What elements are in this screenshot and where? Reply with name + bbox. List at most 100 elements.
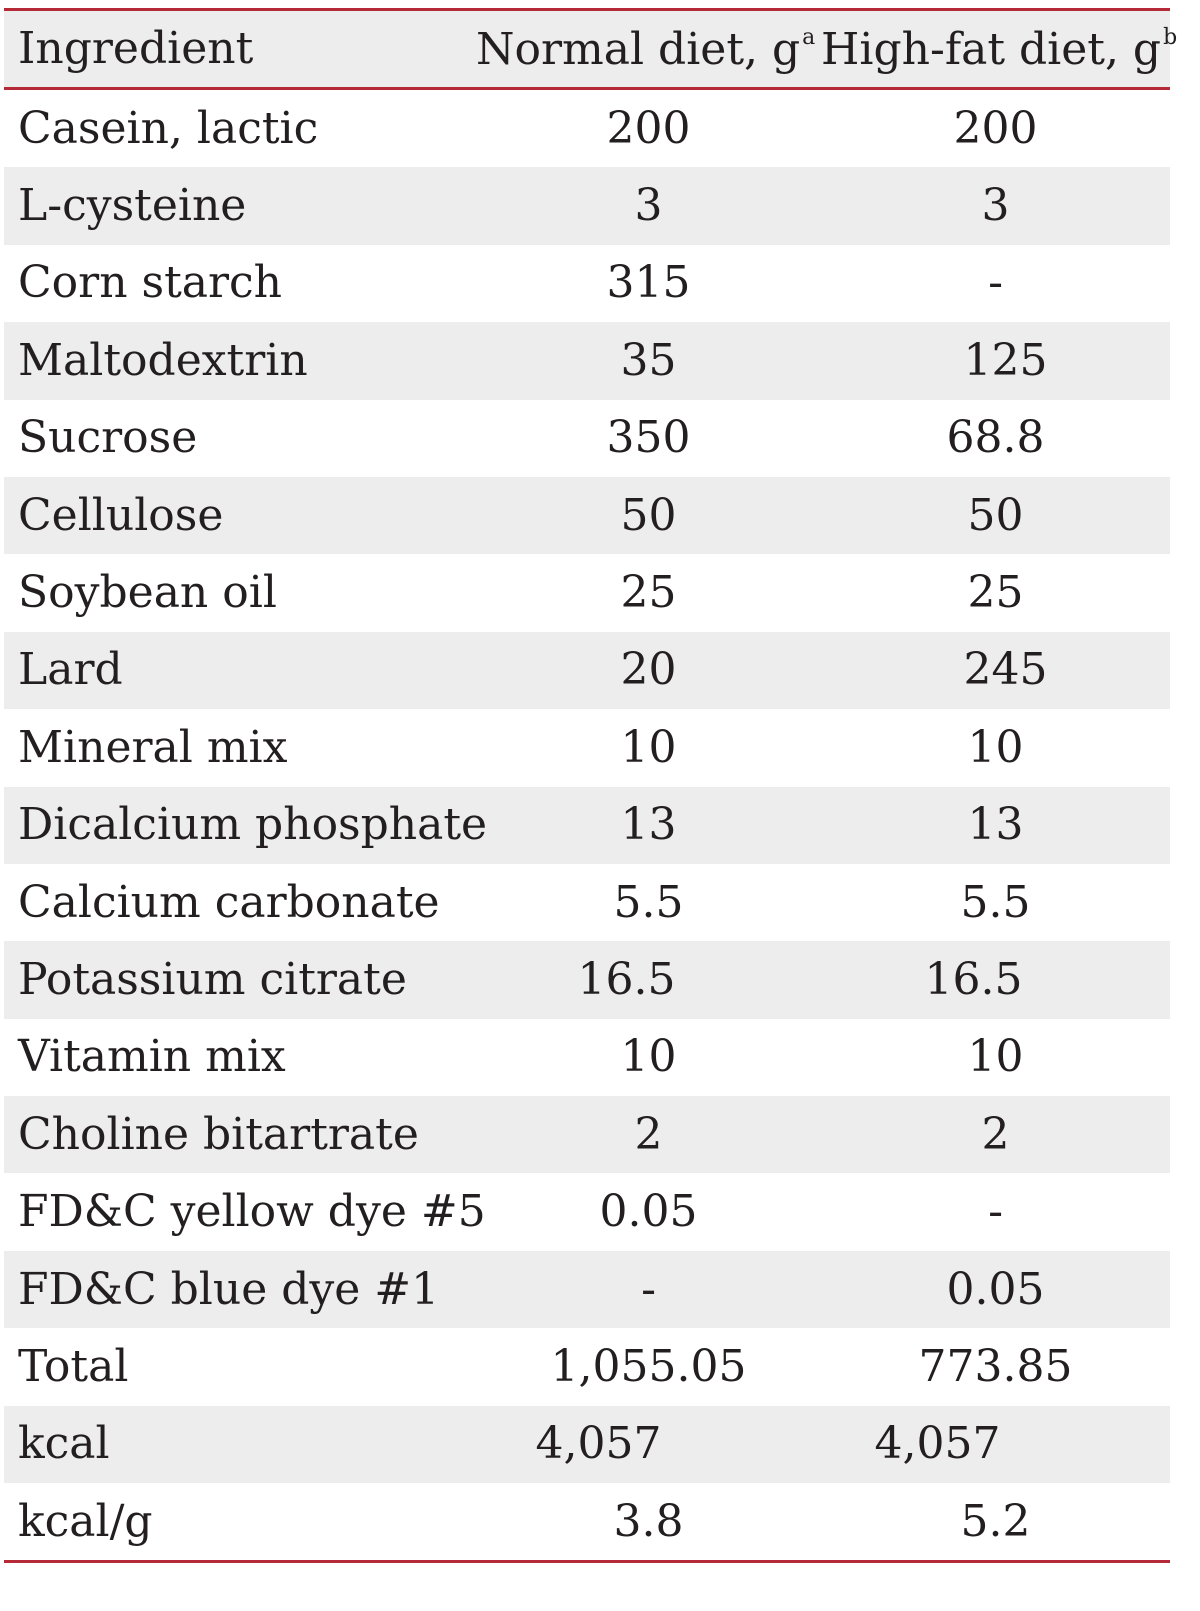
highfat-value-cell: - (821, 245, 1170, 322)
normal-value-cell: 16.5 (476, 941, 821, 1019)
ingredient-cell: Sucrose (18, 412, 198, 464)
highfat-value-cell: - (821, 1173, 1170, 1250)
ingredient-cell: FD&C blue dye #1 (4, 1250, 476, 1329)
header-highfat-label: High-fat diet, g (821, 23, 1162, 75)
normal-value-cell: 2 (476, 1096, 821, 1174)
ingredient-cell: Lard (4, 631, 476, 710)
ingredient-cell: Potassium citrate (4, 941, 476, 1019)
normal-value-cell: 350 (476, 400, 821, 477)
ingredient-cell: FD&C yellow dye #5 (18, 1186, 486, 1238)
highfat-value-cell: 68.8 (821, 400, 1170, 477)
highfat-value: - (988, 1186, 1003, 1238)
normal-value: 35 (620, 334, 677, 386)
table-row: FD&C blue dye #1 - 0.05 (4, 1250, 1170, 1329)
ingredient-cell: Dicalcium phosphate (4, 786, 487, 864)
table-row: L-cysteine 3 3 (4, 167, 1170, 245)
ingredient-cell: L-cysteine (4, 167, 476, 245)
ingredient-cell: Total (18, 1340, 129, 1392)
table-row: Total 1,055.05 773.85 (4, 1328, 1170, 1405)
diet-table: Ingredient Normal diet, ga High-fat diet… (4, 11, 1177, 87)
normal-value: 1,055.05 (550, 1340, 747, 1392)
highfat-value-cell: 5.5 (821, 864, 1170, 941)
table-row: Dicalcium phosphate 13 13 (4, 786, 1170, 864)
table-row: Vitamin mix 10 10 (4, 1019, 1170, 1096)
ingredient-cell: Corn starch (18, 257, 283, 309)
table-row: kcal/g 3.8 5.2 (4, 1483, 1170, 1560)
normal-value-cell: 5.5 (476, 864, 821, 941)
table-row: Maltodextrin 35 125 (4, 322, 1170, 400)
normal-value: 50 (620, 489, 677, 541)
table-body: Casein, lactic 200 200 L-cysteine 3 3 Co… (4, 90, 1170, 1560)
table-header: Ingredient Normal diet, ga High-fat diet… (4, 11, 1177, 87)
ingredient-cell: Casein, lactic (18, 102, 319, 154)
normal-value: 20 (620, 644, 677, 696)
highfat-value-cell: 50 (821, 476, 1170, 555)
table-row: Cellulose 50 50 (4, 476, 1170, 555)
table-top-rule (4, 8, 1170, 11)
highfat-value: - (988, 257, 1003, 309)
normal-value-cell: 3 (476, 167, 821, 245)
highfat-value: 0.05 (946, 1263, 1045, 1315)
highfat-value-cell: 0.05 (821, 1250, 1170, 1329)
normal-value-cell: 35 (476, 322, 821, 400)
header-row: Ingredient Normal diet, ga High-fat diet… (4, 11, 1177, 87)
normal-value-cell: 4,057 (476, 1405, 821, 1484)
diet-table-body: Casein, lactic 200 200 L-cysteine 3 3 Co… (4, 90, 1170, 1560)
table-row: Casein, lactic 200 200 (4, 90, 1170, 167)
highfat-value: 13 (967, 799, 1024, 851)
normal-value-cell: 200 (476, 90, 821, 167)
table-row: Corn starch 315 - (4, 245, 1170, 322)
highfat-value: 10 (967, 721, 1024, 773)
normal-value-cell: - (476, 1250, 821, 1329)
table-row: Potassium citrate 16.5 16.5 (4, 941, 1170, 1019)
highfat-value: 10 (967, 1031, 1024, 1083)
header-ingredient: Ingredient (4, 11, 476, 87)
normal-value: 3 (634, 180, 663, 232)
header-normal-diet: Normal diet, ga (476, 11, 821, 87)
highfat-value: 245 (963, 644, 1048, 696)
ingredient-cell: Mineral mix (18, 721, 288, 773)
highfat-value-cell: 2 (821, 1096, 1170, 1174)
ingredient-cell: Maltodextrin (4, 322, 476, 400)
normal-value: - (641, 1263, 656, 1315)
table-row: Soybean oil 25 25 (4, 554, 1170, 631)
highfat-value: 125 (963, 334, 1048, 386)
normal-value-cell: 10 (476, 709, 821, 786)
normal-value: 3.8 (613, 1495, 684, 1547)
normal-value: 2 (634, 1108, 663, 1160)
ingredient-cell: Cellulose (4, 476, 476, 555)
ingredient-cell: Calcium carbonate (18, 876, 440, 928)
table-row: Sucrose 350 68.8 (4, 400, 1170, 477)
normal-value-cell: 25 (476, 554, 821, 631)
highfat-value-cell: 13 (821, 786, 1170, 864)
ingredient-cell: Vitamin mix (18, 1031, 286, 1083)
normal-value: 315 (606, 257, 691, 309)
highfat-value-cell: 3 (821, 167, 1170, 245)
table-row: Calcium carbonate 5.5 5.5 (4, 864, 1170, 941)
header-high-fat-diet: High-fat diet, gb (821, 11, 1177, 87)
highfat-value-cell: 773.85 (821, 1328, 1170, 1405)
highfat-value-cell: 25 (821, 554, 1170, 631)
table-row: Lard 20 245 (4, 631, 1170, 710)
highfat-value: 16.5 (924, 953, 1023, 1005)
normal-value-cell: 0.05 (476, 1173, 821, 1250)
table-row: Mineral mix 10 10 (4, 709, 1170, 786)
highfat-value: 5.2 (960, 1495, 1031, 1547)
normal-value: 350 (606, 412, 691, 464)
diet-composition-table: Ingredient Normal diet, ga High-fat diet… (4, 8, 1177, 1564)
highfat-value: 200 (953, 102, 1038, 154)
normal-value: 13 (620, 799, 677, 851)
highfat-value-cell: 5.2 (821, 1483, 1170, 1560)
normal-value-cell: 1,055.05 (476, 1328, 821, 1405)
highfat-value: 2 (981, 1108, 1010, 1160)
ingredient-cell: kcal (4, 1405, 476, 1484)
normal-value-cell: 3.8 (476, 1483, 821, 1560)
highfat-value-cell: 4,057 (821, 1405, 1170, 1484)
ingredient-cell: Choline bitartrate (4, 1096, 476, 1174)
normal-value-cell: 50 (476, 476, 821, 555)
table-row: kcal 4,057 4,057 (4, 1405, 1170, 1484)
highfat-value-cell: 10 (821, 1019, 1170, 1096)
header-normal-label: Normal diet, g (476, 23, 801, 75)
normal-value-cell: 20 (476, 631, 821, 710)
normal-value: 0.05 (599, 1186, 698, 1238)
